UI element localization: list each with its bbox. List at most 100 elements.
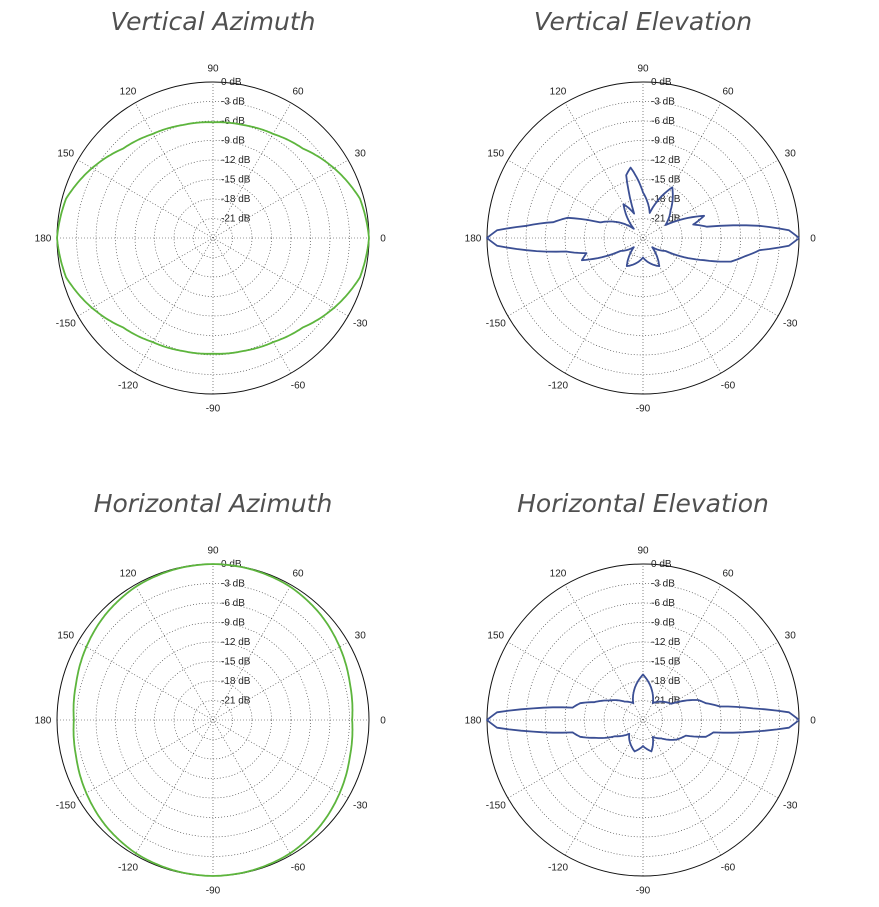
grid-spoke xyxy=(77,641,349,799)
angle-tick-label: -120 xyxy=(548,381,568,392)
angle-tick-label: -90 xyxy=(636,404,651,415)
angle-tick-label: 150 xyxy=(487,149,504,160)
radial-tick-label: -18 dB xyxy=(651,676,681,687)
radial-tick-label: -3 dB xyxy=(221,579,245,590)
angle-tick-label: 180 xyxy=(465,234,482,245)
radial-tick-label: -21 dB xyxy=(651,214,681,225)
radial-tick-label: -18 dB xyxy=(221,676,251,687)
angle-tick-label: 120 xyxy=(550,568,567,579)
polar-plot: 0 30 60 90 120 150 180 -150 -120 -90 -60 -30 0 dB -3 … xyxy=(35,64,387,415)
angle-tick-label: 0 xyxy=(380,716,386,727)
radial-tick-label: -18 dB xyxy=(651,194,681,205)
angle-tick-label: -150 xyxy=(486,319,506,330)
grid-ring xyxy=(154,661,272,779)
radial-tick-label: -3 dB xyxy=(221,97,245,108)
angle-tick-label: 0 xyxy=(810,234,816,245)
radial-tick-label: -9 dB xyxy=(221,618,245,629)
radial-tick-label: -15 dB xyxy=(651,175,681,186)
radial-tick-label: 0 dB xyxy=(651,77,672,88)
angle-tick-label: -30 xyxy=(783,319,798,330)
angle-tick-label: 180 xyxy=(465,716,482,727)
grid-ring xyxy=(76,583,350,857)
grid-ring xyxy=(584,179,702,297)
angle-tick-label: 180 xyxy=(35,716,52,727)
angle-tick-label: -30 xyxy=(353,801,368,812)
angle-tick-label: -60 xyxy=(721,863,736,874)
pattern-trace xyxy=(72,563,354,877)
angle-tick-label: 60 xyxy=(292,568,304,579)
radial-tick-label: -9 dB xyxy=(651,618,675,629)
radial-tick-label: -6 dB xyxy=(221,598,245,609)
radial-tick-label: -9 dB xyxy=(651,136,675,147)
radial-tick-label: 0 dB xyxy=(221,559,242,570)
angle-tick-label: 150 xyxy=(57,149,74,160)
angle-tick-label: 60 xyxy=(292,86,304,97)
angle-tick-label: 90 xyxy=(637,64,649,75)
radial-tick-label: -3 dB xyxy=(651,579,675,590)
angle-tick-label: -60 xyxy=(291,863,306,874)
grid-ring xyxy=(193,700,233,740)
grid-ring xyxy=(545,140,741,336)
grid-ring xyxy=(506,101,780,375)
angle-tick-label: 0 xyxy=(810,716,816,727)
radial-tick-label: -15 dB xyxy=(221,175,251,186)
chart-horizontal-azimuth: Horizontal Azimuth 0 30 60 90 120 150 180 -150 -… xyxy=(3,482,423,902)
angle-tick-label: 30 xyxy=(785,149,797,160)
radial-tick-label: 0 dB xyxy=(651,559,672,570)
chart-title: Vertical Elevation xyxy=(533,7,753,36)
radial-tick-label: -3 dB xyxy=(651,97,675,108)
angle-tick-label: -60 xyxy=(721,381,736,392)
radial-tick-label: -9 dB xyxy=(221,136,245,147)
angle-tick-label: -120 xyxy=(118,863,138,874)
angle-tick-label: -150 xyxy=(486,801,506,812)
angle-tick-label: 120 xyxy=(120,568,137,579)
angle-tick-label: -30 xyxy=(353,319,368,330)
radial-tick-label: -18 dB xyxy=(221,194,251,205)
pattern-trace xyxy=(486,166,800,268)
angle-tick-label: -120 xyxy=(548,863,568,874)
radial-tick-label: -12 dB xyxy=(221,637,251,648)
radial-tick-label: -21 dB xyxy=(221,696,251,707)
radial-tick-label: -6 dB xyxy=(221,116,245,127)
angle-tick-label: 120 xyxy=(120,86,137,97)
grid-ring xyxy=(115,622,311,818)
polar-plot: 0 30 60 90 120 150 180 -150 -120 -90 -60 -30 0 dB -3 … xyxy=(35,546,387,897)
angle-tick-label: 0 xyxy=(380,234,386,245)
angle-tick-label: 30 xyxy=(785,631,797,642)
radial-tick-label: -6 dB xyxy=(651,116,675,127)
pattern-trace xyxy=(486,673,800,753)
grid-ring xyxy=(193,218,233,258)
grid-ring xyxy=(506,583,780,857)
grid-ring xyxy=(584,661,702,779)
angle-tick-label: 90 xyxy=(207,64,219,75)
chart-title: Vertical Azimuth xyxy=(110,7,316,36)
radial-tick-label: -12 dB xyxy=(651,637,681,648)
grid-spoke xyxy=(507,641,779,799)
chart-vertical-elevation: Vertical Elevation 0 30 60 90 120 150 180 -150 -… xyxy=(433,0,853,420)
chart-horizontal-elevation: Horizontal Elevation 0 30 60 90 120 150 180 -15… xyxy=(433,482,853,902)
chart-title: Horizontal Elevation xyxy=(517,489,769,518)
grid-spoke xyxy=(77,159,349,317)
angle-tick-label: -150 xyxy=(56,801,76,812)
angle-tick-label: 30 xyxy=(355,631,367,642)
chart-title: Horizontal Azimuth xyxy=(93,489,333,518)
angle-tick-label: -120 xyxy=(118,381,138,392)
angle-tick-label: 60 xyxy=(722,568,734,579)
radial-tick-label: -12 dB xyxy=(221,155,251,166)
angle-tick-label: 120 xyxy=(550,86,567,97)
grid-ring xyxy=(115,140,311,336)
angle-tick-label: 30 xyxy=(355,149,367,160)
polar-plot: 0 30 60 90 120 150 180 -150 -120 -90 -60 -30 0 dB -3 … xyxy=(465,546,817,897)
angle-tick-label: 90 xyxy=(207,546,219,557)
polar-plot: 0 30 60 90 120 150 180 -150 -120 -90 -60 -30 0 dB -3 … xyxy=(465,64,817,415)
angle-tick-label: -90 xyxy=(206,886,221,897)
radial-tick-label: -15 dB xyxy=(651,657,681,668)
angle-tick-label: 90 xyxy=(637,546,649,557)
pattern-trace xyxy=(56,121,370,355)
grid-ring xyxy=(154,179,272,297)
angle-tick-label: 150 xyxy=(57,631,74,642)
angle-tick-label: -60 xyxy=(291,381,306,392)
angle-tick-label: 180 xyxy=(35,234,52,245)
angle-tick-label: -90 xyxy=(206,404,221,415)
angle-tick-label: -30 xyxy=(783,801,798,812)
